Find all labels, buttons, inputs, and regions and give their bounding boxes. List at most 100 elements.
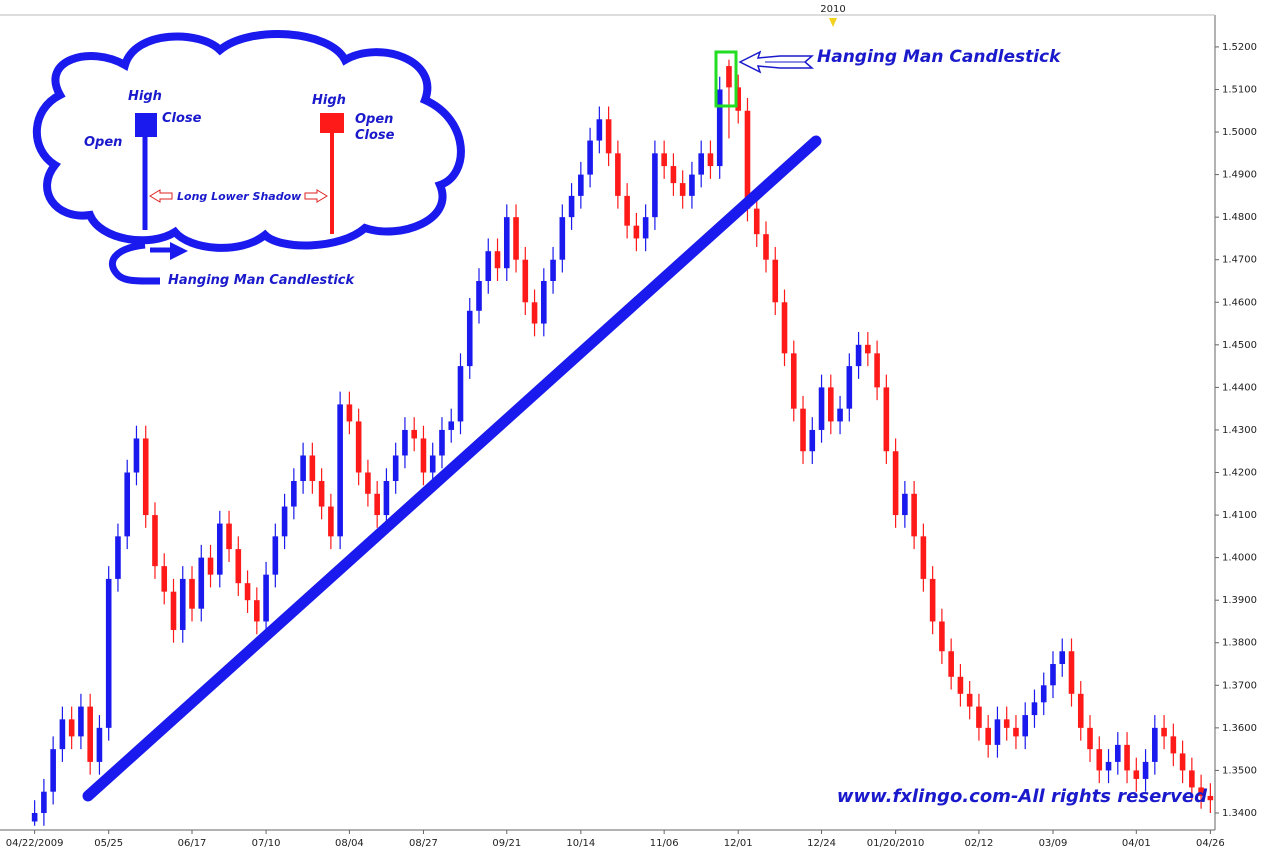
x-tick-label: 07/10 — [252, 838, 281, 849]
x-tick-label: 01/20/2010 — [867, 838, 925, 849]
candle-body — [254, 600, 260, 622]
candle-body — [235, 549, 242, 584]
candle-body — [383, 481, 390, 516]
candle-body — [355, 421, 362, 473]
candle-body — [772, 259, 779, 303]
y-tick-label: 1.4300 — [1222, 425, 1257, 436]
candle-body — [115, 536, 121, 579]
year-label: 2010 — [820, 4, 845, 15]
candle-body — [1198, 787, 1204, 796]
candle-body — [1207, 795, 1214, 801]
y-tick-label: 1.3800 — [1222, 638, 1257, 649]
candle-body — [1050, 664, 1056, 686]
candle-body — [300, 455, 306, 482]
candle-body — [846, 366, 853, 409]
candle-body — [920, 536, 927, 579]
candle-body — [670, 166, 677, 184]
candle-body — [1133, 770, 1140, 779]
candle-body — [1077, 693, 1084, 728]
candle-body — [531, 302, 538, 324]
candle-body — [855, 344, 862, 367]
candle-body — [892, 451, 899, 516]
candle-body — [207, 557, 214, 575]
candle-body — [476, 280, 482, 311]
candle-body — [642, 217, 649, 239]
candle-body — [309, 455, 316, 482]
legend-cloud — [32, 30, 465, 285]
x-tick-label: 05/25 — [94, 838, 123, 849]
candle-body — [624, 195, 630, 226]
trend-line — [82, 135, 822, 802]
candle-body — [1040, 685, 1047, 703]
watermark: www.fxlingo.com-All rights reserved — [837, 786, 1208, 807]
candle-body — [735, 87, 742, 111]
candle-body — [263, 574, 269, 622]
y-tick-label: 1.4800 — [1222, 212, 1257, 223]
candle-body — [1087, 727, 1093, 750]
candle-body — [615, 153, 621, 196]
y-tick-label: 1.4700 — [1222, 255, 1257, 266]
candle-body — [716, 89, 723, 167]
candle-body — [883, 387, 890, 452]
candle-body — [633, 225, 640, 239]
candle-body — [328, 506, 334, 537]
candle-body — [763, 234, 769, 260]
candle-body — [1059, 651, 1066, 665]
candle-body — [503, 217, 510, 269]
legend-open: Open — [84, 135, 122, 150]
candle-body — [1161, 727, 1167, 737]
candle-body — [485, 251, 492, 281]
candle-body — [41, 791, 47, 813]
candle-body — [753, 208, 760, 235]
candle-body — [800, 408, 806, 452]
y-tick-label: 1.4200 — [1222, 468, 1257, 479]
candle-body — [865, 344, 871, 354]
candle-body — [142, 438, 149, 516]
candle-body — [374, 493, 380, 516]
x-tick-label: 08/27 — [409, 838, 438, 849]
candle-body — [216, 523, 223, 575]
candle-body — [902, 493, 908, 516]
x-tick-label: 04/26 — [1196, 838, 1225, 849]
candle-body — [78, 706, 84, 737]
candle-body — [448, 421, 455, 430]
candle-body — [1152, 727, 1158, 762]
candle-body — [96, 727, 103, 762]
candle-body — [828, 387, 834, 422]
candle-body — [439, 429, 445, 456]
y-tick-label: 1.4600 — [1222, 297, 1257, 308]
legend-shadow: Long Lower Shadow — [177, 190, 302, 203]
candle-body — [318, 481, 325, 507]
y-tick-label: 1.5000 — [1222, 127, 1257, 138]
candle-body — [1013, 727, 1019, 737]
candle-body — [976, 706, 982, 728]
legend-open: Open — [355, 112, 393, 127]
y-tick-label: 1.4100 — [1222, 510, 1257, 521]
candle-body — [420, 438, 427, 473]
x-tick-label: 11/06 — [650, 838, 679, 849]
y-tick-label: 1.4400 — [1222, 382, 1257, 393]
candle-body — [466, 310, 473, 367]
legend-high: High — [128, 89, 162, 104]
candle-body — [1022, 715, 1029, 737]
candle-body — [1170, 736, 1177, 754]
candle-body — [402, 429, 408, 456]
candle-body — [429, 455, 436, 473]
x-tick-label: 04/22/2009 — [6, 838, 64, 849]
y-tick-label: 1.4900 — [1222, 170, 1257, 181]
candle-body — [59, 719, 66, 750]
candle-body — [31, 812, 38, 822]
candle-body — [726, 66, 732, 88]
candle-body — [50, 749, 56, 792]
candle-body — [541, 280, 547, 324]
candle-body — [522, 259, 529, 303]
candle-body — [957, 676, 964, 694]
candle-body — [985, 727, 991, 745]
y-tick-label: 1.3600 — [1222, 723, 1257, 734]
candle-body — [1124, 744, 1130, 771]
highlight-box — [714, 50, 738, 108]
candle-body — [513, 217, 519, 260]
y-tick-label: 1.3400 — [1222, 808, 1257, 819]
candle-body — [939, 621, 945, 652]
